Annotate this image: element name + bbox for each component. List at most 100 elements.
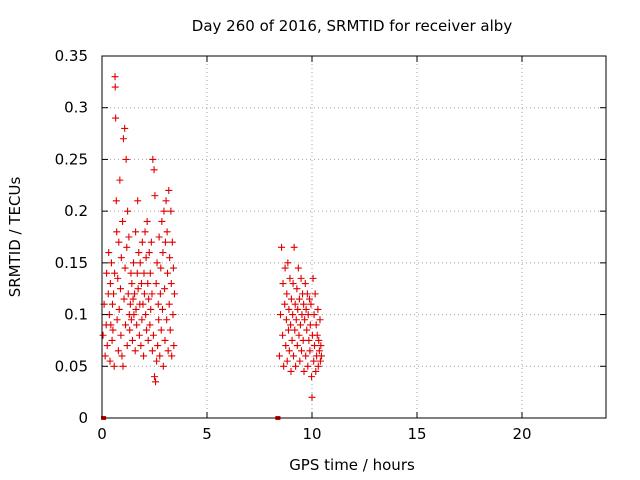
data-point	[159, 362, 167, 370]
data-point	[130, 311, 138, 319]
data-point	[168, 238, 176, 246]
data-point	[164, 269, 172, 277]
data-point	[142, 311, 150, 319]
data-point	[163, 228, 171, 236]
data-point	[121, 264, 129, 272]
data-point	[125, 233, 133, 241]
data-point	[107, 259, 115, 267]
data-point	[128, 336, 136, 344]
y-tick-label: 0	[78, 409, 88, 427]
data-point	[121, 124, 129, 132]
data-point	[165, 300, 173, 308]
data-point	[300, 367, 308, 375]
data-point	[294, 305, 302, 313]
data-point	[278, 243, 286, 251]
data-point	[110, 362, 118, 370]
data-point	[140, 352, 148, 360]
chart-title: Day 260 of 2016, SRMTID for receiver alb…	[192, 17, 513, 35]
data-point	[316, 316, 324, 324]
y-tick-label: 0.15	[55, 254, 88, 272]
data-point	[277, 311, 284, 319]
data-point	[158, 305, 166, 313]
data-point	[158, 217, 166, 225]
data-point	[298, 311, 306, 319]
data-point	[283, 290, 291, 298]
data-point	[133, 269, 141, 277]
data-point	[317, 342, 325, 350]
data-point	[124, 207, 132, 215]
data-point	[122, 155, 130, 163]
data-point	[284, 259, 292, 267]
data-point	[170, 290, 178, 298]
axis-ticks	[101, 55, 606, 419]
data-point	[111, 83, 119, 91]
data-point	[296, 321, 304, 329]
data-point	[135, 331, 143, 339]
data-point	[157, 326, 165, 334]
data-point	[101, 352, 109, 360]
data-point	[122, 321, 130, 329]
data-point	[156, 352, 164, 360]
data-point	[119, 135, 127, 143]
data-point	[147, 305, 155, 313]
data-point	[160, 207, 168, 215]
data-point	[290, 352, 298, 360]
data-point	[297, 274, 305, 282]
data-point	[114, 347, 122, 355]
data-point	[293, 285, 301, 293]
data-point	[282, 342, 290, 350]
data-point	[103, 269, 111, 277]
data-point	[138, 316, 146, 324]
data-point	[315, 336, 323, 344]
data-point	[117, 331, 125, 339]
data-point	[304, 311, 312, 319]
data-point	[307, 300, 315, 308]
data-point	[113, 228, 121, 236]
data-point	[127, 269, 135, 277]
data-point	[152, 378, 160, 386]
data-point	[161, 285, 169, 293]
grid-lines	[102, 56, 606, 418]
data-point	[313, 331, 321, 339]
x-tick-label: 0	[97, 425, 107, 443]
data-point	[290, 243, 298, 251]
data-point	[306, 347, 314, 355]
data-point	[310, 357, 318, 365]
data-point	[312, 367, 320, 375]
data-point	[134, 285, 142, 293]
data-point	[166, 326, 174, 334]
tick-labels: 0 5 10 15 20 0 0.05 0.1 0.15 0.2 0.25 0.3 0.35	[55, 47, 532, 443]
data-point	[135, 249, 143, 257]
data-point	[294, 264, 302, 272]
data-point	[311, 342, 319, 350]
data-point	[110, 290, 118, 298]
data-point	[146, 269, 154, 277]
data-point	[138, 238, 146, 246]
data-point	[126, 326, 134, 334]
data-point	[295, 331, 303, 339]
data-point	[114, 274, 122, 282]
x-tick-label: 10	[302, 425, 321, 443]
data-point	[131, 290, 139, 298]
data-point	[118, 352, 126, 360]
data-point	[133, 321, 141, 329]
data-point	[286, 274, 294, 282]
y-tick-label: 0.2	[64, 202, 88, 220]
data-point	[106, 357, 114, 365]
data-point	[306, 321, 314, 329]
data-point	[119, 362, 127, 370]
data-point	[162, 197, 170, 205]
data-point	[314, 305, 322, 313]
data-point	[309, 274, 317, 282]
data-point	[132, 305, 140, 313]
data-point	[285, 347, 293, 355]
data-point	[155, 233, 163, 241]
y-tick-label: 0.35	[55, 47, 88, 65]
data-point	[116, 285, 124, 293]
data-point	[154, 342, 162, 350]
data-point	[153, 357, 161, 365]
data-point	[287, 367, 295, 375]
data-point	[291, 326, 299, 334]
data-point	[129, 295, 137, 303]
data-point	[140, 290, 148, 298]
